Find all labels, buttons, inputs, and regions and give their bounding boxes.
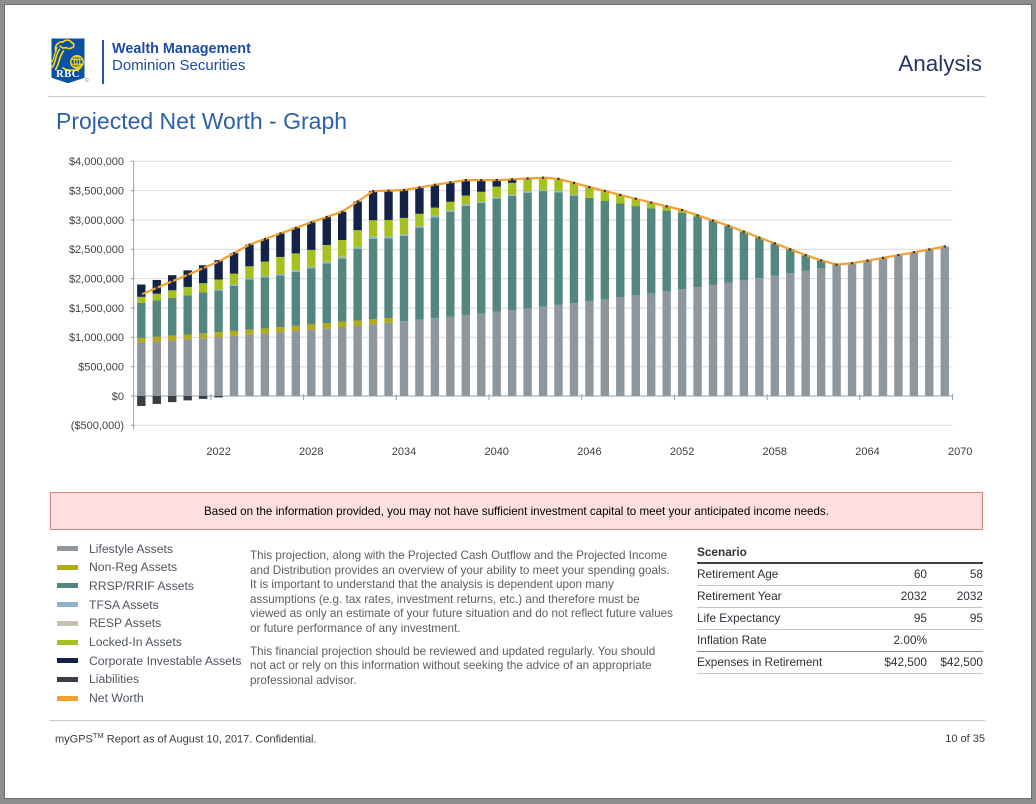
svg-text:2052: 2052 bbox=[670, 446, 694, 458]
svg-text:2070: 2070 bbox=[948, 446, 972, 458]
svg-text:RBC: RBC bbox=[56, 69, 80, 80]
svg-text:$3,000,000: $3,000,000 bbox=[69, 215, 124, 227]
svg-text:2034: 2034 bbox=[392, 446, 416, 458]
svg-text:2040: 2040 bbox=[484, 446, 508, 458]
svg-text:2046: 2046 bbox=[577, 446, 601, 458]
svg-text:$2,500,000: $2,500,000 bbox=[69, 244, 124, 256]
svg-text:2064: 2064 bbox=[855, 446, 879, 458]
svg-text:$500,000: $500,000 bbox=[78, 362, 124, 374]
svg-text:2028: 2028 bbox=[299, 446, 323, 458]
svg-text:2058: 2058 bbox=[763, 446, 787, 458]
svg-text:$2,000,000: $2,000,000 bbox=[69, 273, 124, 285]
svg-text:$3,500,000: $3,500,000 bbox=[69, 185, 124, 197]
svg-text:2022: 2022 bbox=[206, 446, 230, 458]
svg-text:$1,500,000: $1,500,000 bbox=[69, 303, 124, 315]
svg-text:$0: $0 bbox=[112, 391, 124, 403]
svg-text:($500,000): ($500,000) bbox=[71, 420, 124, 432]
svg-text:$4,000,000: $4,000,000 bbox=[69, 156, 124, 168]
svg-text:$1,000,000: $1,000,000 bbox=[69, 332, 124, 344]
